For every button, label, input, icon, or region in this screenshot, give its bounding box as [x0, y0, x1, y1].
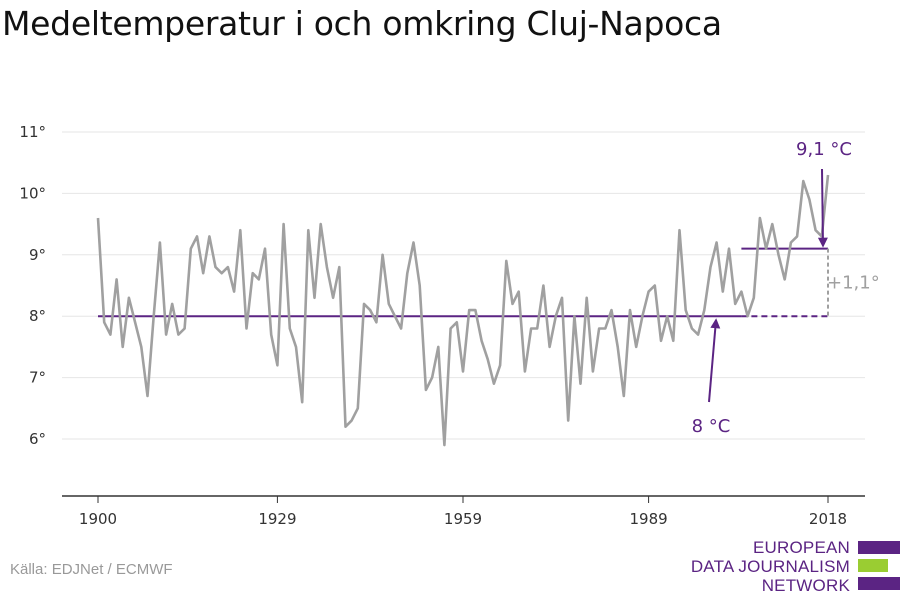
baseline-label: 8 °C [692, 416, 731, 437]
x-axis: 1900 1929 1959 1989 2018 [62, 495, 865, 528]
x-tick-label: 1929 [258, 510, 296, 528]
edjnet-logo: EUROPEAN DATA JOURNALISM NETWORK [690, 538, 900, 596]
x-tick-label: 1900 [79, 510, 117, 528]
logo-text: EUROPEAN DATA JOURNALISM NETWORK [691, 538, 850, 595]
logo-line-2: DATA JOURNALISM [690, 557, 850, 576]
x-tick-label: 1989 [629, 510, 667, 528]
y-tick-label: 7° [29, 369, 46, 387]
recent-arrow [817, 168, 828, 248]
recent-label: 9,1 °C [796, 139, 852, 160]
grid [62, 131, 865, 440]
y-tick-label: 6° [29, 430, 46, 448]
y-tick-label: 8° [29, 307, 46, 325]
difference-label: +1,1° [827, 272, 880, 293]
chart-title: Medeltemperatur i och omkring Cluj-Napoc… [2, 4, 722, 43]
annotation-lines [98, 247, 829, 318]
series [96, 174, 830, 447]
annotation-labels: 8 °C 9,1 °C +1,1° [692, 139, 880, 437]
source-note: Källa: EDJNet / ECMWF [10, 561, 173, 578]
logo-bar-2 [858, 559, 888, 572]
y-axis: 6° 7° 8° 9° 10° 11° [19, 123, 46, 448]
baseline-arrow [708, 318, 721, 403]
y-tick-label: 9° [29, 246, 46, 264]
logo-line-1: EUROPEAN [752, 538, 850, 557]
temperature-series-line [96, 174, 830, 447]
y-tick-label: 11° [19, 123, 46, 141]
x-tick-label: 2018 [809, 510, 847, 528]
y-tick-label: 10° [19, 184, 46, 202]
x-tick-label: 1959 [444, 510, 482, 528]
logo-bar-1 [858, 541, 900, 554]
logo-bar-3 [858, 577, 900, 590]
logo-line-3: NETWORK [761, 576, 850, 595]
